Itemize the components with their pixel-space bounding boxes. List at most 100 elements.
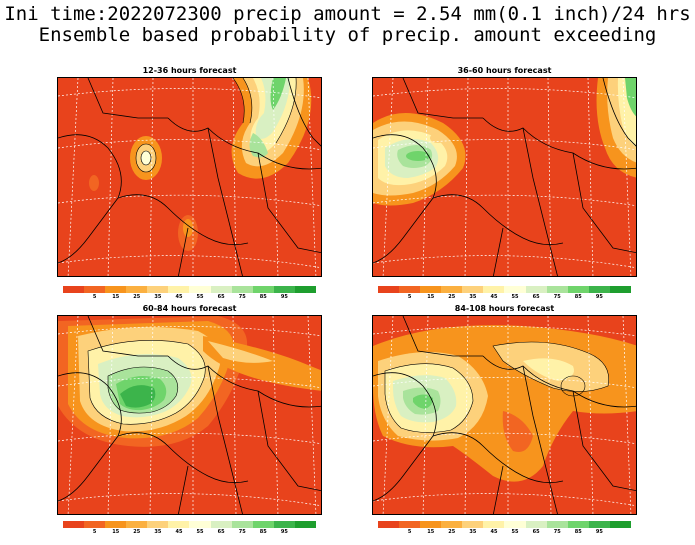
colorbar-swatch [126, 286, 148, 293]
colorbar-label: 15 [112, 294, 120, 300]
colorbar-swatch [441, 521, 463, 528]
probability-map [372, 315, 637, 515]
colorbar [378, 521, 631, 528]
colorbar-swatch [294, 521, 316, 528]
colorbar-swatch [546, 521, 568, 528]
colorbar-swatch [63, 521, 85, 528]
colorbar-label: 95 [280, 294, 288, 300]
colorbar-swatch [147, 521, 169, 528]
colorbar-label: 25 [448, 529, 456, 535]
colorbar-label: 85 [574, 294, 582, 300]
colorbar-swatch [126, 521, 148, 528]
colorbar-label: 5 [92, 529, 97, 535]
colorbar-swatch [105, 521, 127, 528]
colorbar-label: 35 [469, 294, 477, 300]
colorbar-swatch [168, 286, 190, 293]
colorbar-label: 75 [238, 294, 246, 300]
colorbar-label: 65 [532, 294, 540, 300]
colorbar-label: 55 [196, 529, 204, 535]
colorbar [63, 521, 316, 528]
colorbar-label: 15 [427, 294, 435, 300]
colorbar-swatch [378, 286, 400, 293]
colorbar-labels: 5 15 25 35 45 55 65 75 85 95 [63, 294, 316, 302]
colorbar-label: 75 [238, 529, 246, 535]
colorbar-swatch [420, 521, 442, 528]
colorbar-swatch [483, 286, 505, 293]
colorbar-label: 25 [133, 294, 141, 300]
colorbar-swatch [273, 521, 295, 528]
colorbar-label: 75 [553, 529, 561, 535]
colorbar-swatch [273, 286, 295, 293]
colorbar-swatch [231, 521, 253, 528]
colorbar-swatch [105, 286, 127, 293]
panel-title: 84-108 hours forecast [454, 304, 555, 313]
colorbar-swatch [84, 521, 106, 528]
colorbar-swatch [588, 286, 610, 293]
panel-title: 60-84 hours forecast [142, 304, 237, 313]
colorbar-label: 85 [574, 529, 582, 535]
colorbar-label: 45 [490, 294, 498, 300]
colorbar-label: 15 [112, 529, 120, 535]
probability-map [57, 315, 322, 515]
colorbar-swatch [147, 286, 169, 293]
panel-title: 36-60 hours forecast [457, 66, 552, 75]
colorbar-swatch [420, 286, 442, 293]
colorbar-swatch [462, 286, 484, 293]
colorbar-swatch [546, 286, 568, 293]
colorbar-label: 35 [154, 529, 162, 535]
colorbar-swatch [504, 286, 526, 293]
colorbar-swatch [294, 286, 316, 293]
panel-title: 12-36 hours forecast [142, 66, 237, 75]
colorbar-label: 5 [407, 529, 412, 535]
colorbar-swatch [84, 286, 106, 293]
colorbar-label: 65 [217, 529, 225, 535]
colorbar-swatch [168, 521, 190, 528]
colorbar-swatch [588, 521, 610, 528]
colorbar-label: 75 [553, 294, 561, 300]
colorbar-swatch [441, 286, 463, 293]
colorbar-label: 95 [595, 294, 603, 300]
colorbar-label: 45 [175, 294, 183, 300]
colorbar [378, 286, 631, 293]
colorbar-label: 85 [259, 294, 267, 300]
colorbar [63, 286, 316, 293]
colorbar-label: 5 [407, 294, 412, 300]
colorbar-label: 65 [217, 294, 225, 300]
colorbar-label: 15 [427, 529, 435, 535]
colorbar-swatch [210, 286, 232, 293]
colorbar-swatch [609, 286, 631, 293]
colorbar-labels: 5 15 25 35 45 55 65 75 85 95 [63, 529, 316, 537]
colorbar-swatch [483, 521, 505, 528]
title-line-1: Ini time:2022072300 precip amount = 2.54… [4, 3, 691, 25]
colorbar-labels: 5 15 25 35 45 55 65 75 85 95 [378, 294, 631, 302]
colorbar-swatch [231, 286, 253, 293]
colorbar-label: 25 [133, 529, 141, 535]
colorbar-label: 55 [511, 294, 519, 300]
colorbar-swatch [189, 286, 211, 293]
colorbar-swatch [504, 521, 526, 528]
colorbar-swatch [399, 286, 421, 293]
colorbar-swatch [252, 286, 274, 293]
colorbar-swatch [567, 286, 589, 293]
colorbar-swatch [378, 521, 400, 528]
colorbar-label: 25 [448, 294, 456, 300]
colorbar-label: 45 [175, 529, 183, 535]
colorbar-swatch [462, 521, 484, 528]
colorbar-label: 55 [196, 294, 204, 300]
probability-map [372, 77, 637, 277]
colorbar-label: 45 [490, 529, 498, 535]
colorbar-swatch [567, 521, 589, 528]
colorbar-label: 5 [92, 294, 97, 300]
colorbar-label: 65 [532, 529, 540, 535]
colorbar-swatch [609, 521, 631, 528]
colorbar-swatch [189, 521, 211, 528]
colorbar-labels: 5 15 25 35 45 55 65 75 85 95 [378, 529, 631, 537]
colorbar-label: 95 [595, 529, 603, 535]
colorbar-label: 55 [511, 529, 519, 535]
colorbar-swatch [252, 521, 274, 528]
colorbar-swatch [525, 521, 547, 528]
title-line-2: Ensemble based probability of precip. am… [38, 24, 657, 46]
colorbar-swatch [525, 286, 547, 293]
colorbar-swatch [399, 521, 421, 528]
colorbar-swatch [63, 286, 85, 293]
